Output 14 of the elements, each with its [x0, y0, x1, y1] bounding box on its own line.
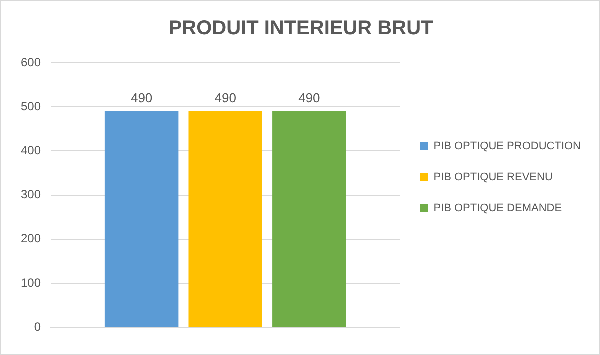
y-tick-label: 200 — [20, 232, 42, 246]
y-tick-label: 400 — [20, 144, 42, 158]
data-label: 490 — [214, 90, 236, 106]
y-tick-label: 300 — [20, 188, 42, 202]
data-label: 490 — [130, 90, 153, 106]
legend-label: PIB OPTIQUE PRODUCTION — [434, 140, 582, 153]
y-tick-label: 600 — [20, 55, 42, 70]
data-label: 490 — [298, 90, 320, 106]
legend-label: PIB OPTIQUE REVENU — [434, 172, 553, 184]
y-tick-label: 0 — [34, 320, 42, 334]
chart-title: PRODUIT INTERIEUR BRUT — [168, 18, 434, 40]
y-tick-label: 100 — [20, 276, 42, 290]
y-tick-label: 500 — [20, 99, 42, 114]
legend-label: PIB OPTIQUE DEMANDE — [434, 202, 562, 215]
